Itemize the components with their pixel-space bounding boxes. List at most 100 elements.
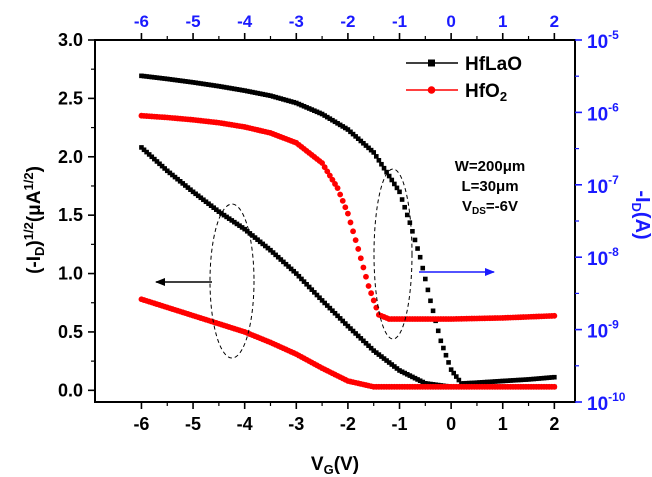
- data-point: [312, 290, 317, 295]
- data-point: [329, 176, 336, 183]
- data-point: [487, 379, 493, 385]
- data-point: [544, 375, 549, 381]
- data-point: [345, 210, 351, 217]
- data-point: [371, 150, 377, 155]
- x-tick-label: -4: [237, 414, 253, 434]
- data-point: [255, 90, 260, 96]
- data-point: [195, 193, 201, 199]
- data-point: [410, 228, 415, 234]
- data-point: [389, 177, 395, 183]
- data-point: [283, 261, 289, 267]
- data-point: [441, 345, 446, 351]
- data-point: [306, 106, 312, 111]
- data-point: [340, 124, 346, 129]
- data-point: [226, 85, 232, 91]
- data-point: [379, 354, 384, 359]
- data-point: [299, 102, 304, 108]
- data-point: [531, 376, 537, 382]
- data-point: [159, 163, 165, 169]
- top-tick-label: -5: [186, 12, 201, 31]
- data-point: [355, 333, 361, 339]
- data-point: [185, 185, 191, 190]
- data-point: [484, 379, 490, 385]
- x-tick-label: -3: [288, 414, 304, 434]
- y-left-tick-label: 0.0: [58, 380, 83, 400]
- data-point: [461, 381, 467, 386]
- data-point: [477, 380, 482, 385]
- x-tick-label: -6: [133, 414, 149, 434]
- data-point: [288, 99, 294, 104]
- data-point: [288, 266, 294, 272]
- data-point: [286, 264, 291, 269]
- data-point: [319, 298, 325, 303]
- data-point: [185, 79, 191, 84]
- data-point: [526, 377, 531, 382]
- left-curves-ellipse: [209, 203, 255, 359]
- data-point: [301, 279, 307, 284]
- data-point: [420, 379, 426, 385]
- data-point: [250, 89, 255, 95]
- data-point: [425, 381, 431, 386]
- data-point: [446, 360, 451, 365]
- data-point: [216, 209, 222, 214]
- data-point: [404, 372, 410, 377]
- data-point: [322, 113, 327, 118]
- data-point: [399, 369, 405, 375]
- data-point: [273, 252, 278, 258]
- data-point: [244, 88, 250, 94]
- data-point: [415, 377, 420, 382]
- data-point: [180, 78, 186, 84]
- top-tick-label: 1: [498, 12, 507, 31]
- data-point: [177, 179, 183, 184]
- data-point: [332, 181, 338, 187]
- legend-label-hflao: HfLaO: [465, 54, 522, 75]
- data-point: [164, 168, 170, 174]
- series-hflao-log: [139, 73, 557, 386]
- data-point: [162, 76, 167, 81]
- data-point: [417, 254, 423, 260]
- legend-label-hfo2: HfO2: [465, 81, 507, 104]
- top-tick-label: 2: [550, 12, 559, 31]
- data-point: [286, 98, 291, 104]
- data-point: [317, 110, 322, 116]
- data-point: [312, 108, 317, 113]
- data-point: [410, 374, 415, 380]
- data-point: [293, 100, 299, 106]
- data-point: [339, 197, 346, 204]
- x-tick-label: 2: [549, 414, 559, 434]
- data-point: [296, 273, 302, 279]
- data-point: [361, 140, 366, 146]
- data-point: [208, 82, 214, 88]
- data-point: [263, 243, 268, 249]
- data-point: [379, 161, 384, 167]
- data-point: [521, 377, 526, 383]
- top-tick-label: -6: [134, 12, 149, 31]
- data-point: [242, 88, 247, 93]
- top-axis-ticks: -6 -5 -4 -3 -2 -1 0 1 2: [134, 12, 559, 40]
- data-point: [479, 380, 485, 385]
- data-point: [162, 166, 167, 171]
- data-point: [260, 91, 266, 97]
- data-point: [350, 228, 356, 235]
- data-point: [221, 212, 227, 218]
- data-point: [234, 86, 240, 92]
- data-point: [549, 375, 555, 380]
- data-point: [373, 350, 379, 355]
- data-point: [232, 219, 237, 225]
- data-point: [503, 378, 508, 384]
- data-point: [337, 122, 343, 128]
- top-tick-label: -2: [340, 12, 355, 31]
- data-point: [366, 343, 371, 349]
- data-point: [206, 82, 211, 87]
- y-left-tick-label: 2.0: [58, 147, 83, 167]
- y-left-tick-label: 2.5: [58, 88, 83, 108]
- data-point: [423, 276, 428, 282]
- data-point: [319, 111, 325, 117]
- y-left-tick-label: 3.0: [58, 30, 83, 50]
- data-point: [363, 340, 369, 346]
- data-point: [381, 165, 387, 171]
- data-point: [402, 370, 407, 376]
- data-point: [326, 172, 333, 179]
- data-point: [448, 367, 454, 372]
